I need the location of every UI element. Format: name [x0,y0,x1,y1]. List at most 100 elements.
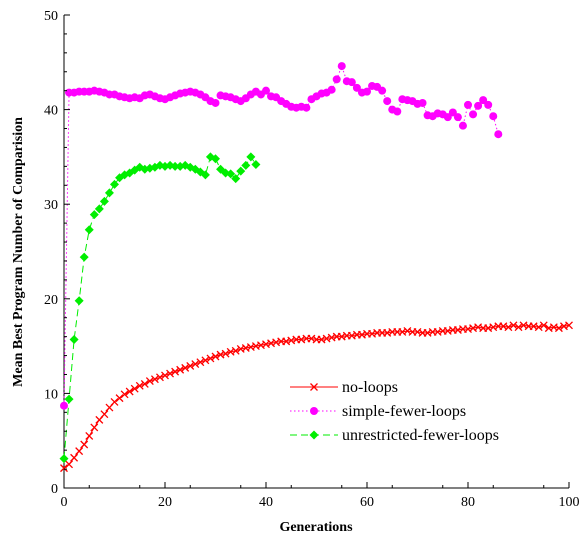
y-tick-label: 50 [44,9,58,24]
plot-area [59,15,573,489]
data-point [484,100,493,109]
data-point [130,384,139,393]
data-point [393,107,402,116]
data-point [120,390,129,399]
x-tick-label: 80 [461,495,475,510]
data-point [332,75,341,84]
y-axis: 0 10 20 30 40 50 [44,9,70,497]
data-point [211,98,220,107]
data-point [140,379,149,388]
x-tick-label: 20 [158,495,172,510]
data-point [565,321,573,330]
data-point [74,296,84,306]
data-point [236,166,246,176]
data-point [474,101,483,110]
data-point [135,381,144,390]
data-point [196,358,205,367]
data-point [60,464,68,473]
data-point [150,375,159,384]
data-point [69,334,79,344]
data-point [110,397,119,406]
data-point [99,196,109,206]
data-point [100,410,109,419]
data-point [378,86,387,95]
x-axis-title: Generations [279,520,353,535]
data-point [262,86,270,95]
data-point [221,349,230,358]
data-point [489,112,498,121]
data-point [161,371,169,380]
data-point [554,324,563,333]
data-point [145,377,154,386]
data-point [231,174,241,184]
data-point [347,78,356,87]
data-point [479,96,488,105]
x-tick-label: 40 [259,495,273,510]
data-point [60,401,68,410]
legend-marker [309,430,319,440]
series-line [63,64,499,406]
legend: no-loops simple-fewer-loops unrestricted-f… [290,379,499,444]
data-point [79,252,89,262]
data-point [206,354,215,363]
y-tick-label: 10 [44,387,58,402]
legend-item: simple-fewer-loops [290,403,466,420]
data-point [211,154,220,164]
series-layer [59,62,573,473]
data-point [65,460,74,469]
data-point [171,367,180,376]
data-point [200,170,210,180]
data-point [85,432,94,440]
data-point [89,210,99,220]
data-point [125,387,134,396]
data-point [514,323,523,332]
series-line [63,324,570,469]
data-point [363,87,371,96]
data-point [302,103,311,112]
data-point [166,369,175,378]
legend-label: unrestricted-fewer-loops [342,427,499,444]
data-point [191,360,200,369]
data-point [94,204,104,214]
data-point [226,169,236,179]
legend-item: unrestricted-fewer-loops [290,427,499,444]
data-point [504,323,513,332]
data-point [176,365,185,374]
data-point [201,356,210,365]
data-point [246,152,256,162]
data-point [337,62,346,71]
data-point [539,321,548,330]
data-point [251,159,261,169]
data-point [115,394,124,403]
data-point [383,97,392,106]
legend-marker [310,383,318,391]
series-simple-fewer-loops [60,62,503,410]
data-point [241,160,251,170]
x-tick-label: 0 [61,495,68,510]
data-point [110,179,119,189]
data-point [464,100,472,109]
data-point [90,423,99,432]
data-point [104,188,114,198]
data-point [211,352,220,361]
data-point [155,373,164,382]
data-point [70,453,79,462]
data-point [534,323,543,332]
x-axis: 0 20 40 60 80 100 [61,482,580,510]
data-point [186,362,195,370]
data-point [59,454,69,464]
y-axis-title: Mean Best Program Number of Comparision [11,117,26,387]
data-point [352,83,361,92]
data-point [181,363,190,372]
data-point [84,225,94,235]
data-point [494,130,503,139]
series-line [63,155,257,459]
data-point [80,440,89,449]
data-point [170,161,180,171]
y-tick-label: 20 [44,293,58,308]
data-point [458,121,467,130]
y-tick-label: 30 [44,198,58,213]
series-unrestricted-fewer-loops [59,152,261,464]
data-point [453,113,462,122]
